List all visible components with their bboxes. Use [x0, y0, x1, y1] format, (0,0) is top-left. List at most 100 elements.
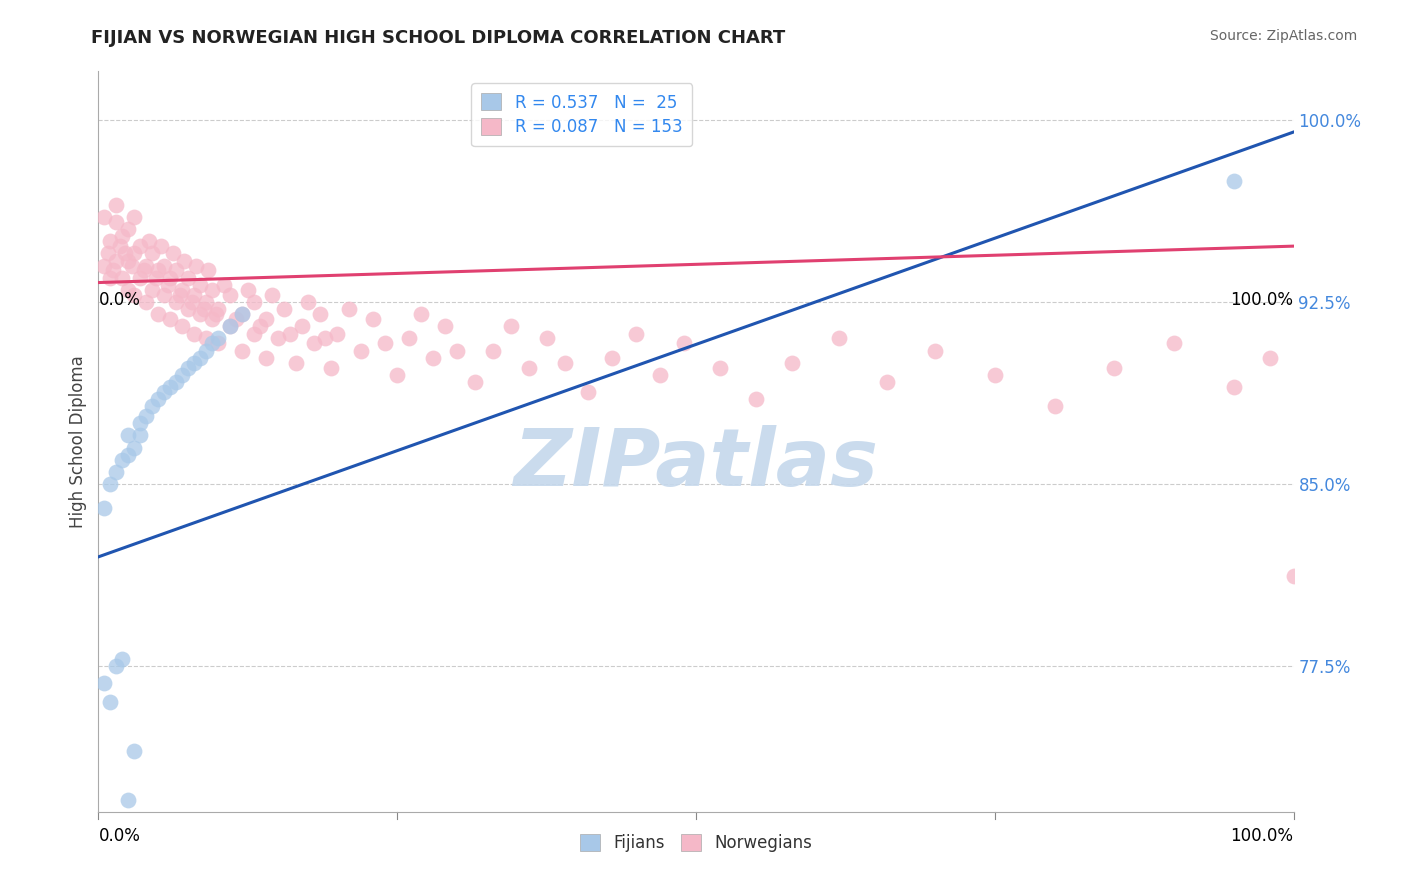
Point: [297, 295, 319, 310]
Point: [173, 253, 195, 268]
Point: [745, 392, 768, 406]
Point: [124, 441, 146, 455]
Point: [201, 312, 224, 326]
Point: [1104, 360, 1126, 375]
Point: [117, 448, 139, 462]
Point: [302, 336, 325, 351]
Point: [159, 312, 181, 326]
Point: [132, 263, 155, 277]
Text: Source: ZipAtlas.com: Source: ZipAtlas.com: [1209, 29, 1357, 43]
Point: [153, 259, 176, 273]
Point: [1043, 400, 1066, 414]
Point: [177, 302, 200, 317]
Point: [254, 351, 277, 365]
Point: [578, 384, 600, 399]
Point: [1163, 336, 1185, 351]
Point: [648, 368, 672, 382]
Point: [398, 331, 420, 345]
Point: [219, 319, 242, 334]
Point: [411, 307, 433, 321]
Point: [124, 287, 146, 301]
Point: [243, 326, 266, 341]
Point: [177, 360, 200, 375]
Point: [236, 283, 259, 297]
Point: [188, 351, 211, 365]
Text: FIJIAN VS NORWEGIAN HIGH SCHOOL DIPLOMA CORRELATION CHART: FIJIAN VS NORWEGIAN HIGH SCHOOL DIPLOMA …: [91, 29, 786, 46]
Point: [231, 307, 253, 321]
Point: [141, 400, 163, 414]
Point: [219, 287, 242, 301]
Point: [626, 326, 648, 341]
Point: [111, 270, 134, 285]
Text: 100.0%: 100.0%: [1230, 292, 1294, 310]
Point: [517, 360, 540, 375]
Text: ZIPatlas: ZIPatlas: [513, 425, 879, 503]
Point: [141, 283, 163, 297]
Point: [984, 368, 1007, 382]
Point: [124, 246, 146, 260]
Point: [129, 428, 152, 442]
Point: [1223, 380, 1246, 394]
Point: [117, 253, 139, 268]
Point: [98, 477, 122, 491]
Point: [536, 331, 558, 345]
Point: [121, 259, 143, 273]
Point: [326, 326, 349, 341]
Legend: Fijians, Norwegians: Fijians, Norwegians: [574, 828, 818, 859]
Point: [97, 246, 120, 260]
Point: [1258, 351, 1281, 365]
Point: [254, 312, 277, 326]
Point: [321, 360, 343, 375]
Point: [243, 295, 266, 310]
Point: [231, 307, 253, 321]
Point: [93, 259, 115, 273]
Point: [148, 392, 170, 406]
Text: 0.0%: 0.0%: [98, 827, 141, 845]
Point: [117, 283, 139, 297]
Point: [98, 270, 122, 285]
Point: [924, 343, 946, 358]
Point: [278, 326, 301, 341]
Point: [195, 295, 218, 310]
Point: [165, 263, 187, 277]
Point: [207, 302, 229, 317]
Point: [93, 210, 115, 224]
Point: [204, 307, 226, 321]
Point: [135, 295, 157, 310]
Point: [165, 295, 187, 310]
Point: [135, 259, 157, 273]
Point: [828, 331, 851, 345]
Point: [111, 229, 134, 244]
Point: [169, 287, 191, 301]
Point: [193, 302, 215, 317]
Point: [291, 319, 314, 334]
Point: [156, 277, 179, 292]
Point: [602, 351, 624, 365]
Point: [138, 234, 160, 248]
Point: [207, 336, 229, 351]
Point: [93, 676, 115, 690]
Point: [249, 319, 271, 334]
Point: [105, 198, 128, 212]
Point: [135, 409, 157, 423]
Point: [201, 283, 224, 297]
Point: [207, 331, 229, 345]
Point: [101, 263, 124, 277]
Point: [225, 312, 247, 326]
Point: [183, 326, 205, 341]
Point: [267, 331, 290, 345]
Point: [195, 343, 218, 358]
Point: [180, 295, 202, 310]
Point: [464, 375, 486, 389]
Point: [446, 343, 468, 358]
Point: [315, 331, 337, 345]
Point: [141, 246, 163, 260]
Point: [172, 368, 194, 382]
Point: [124, 210, 146, 224]
Point: [363, 312, 385, 326]
Point: [145, 270, 167, 285]
Point: [195, 331, 218, 345]
Point: [172, 319, 194, 334]
Point: [153, 384, 176, 399]
Point: [183, 356, 205, 370]
